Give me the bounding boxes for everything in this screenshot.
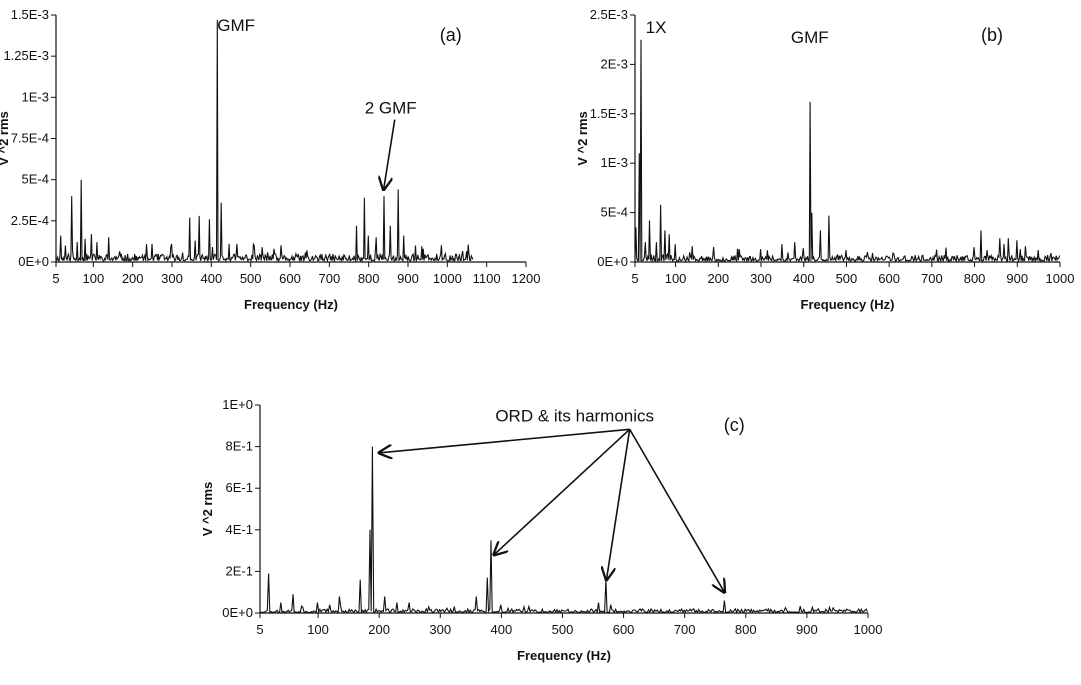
- x-tick-label: 600: [878, 271, 900, 286]
- x-tick-label: 100: [83, 271, 105, 286]
- x-tick-label: 100: [307, 622, 329, 637]
- x-tick-label: 700: [921, 271, 943, 286]
- spectrum-line-a: [55, 19, 474, 263]
- x-tick-label: 700: [318, 271, 340, 286]
- x-tick-label: 800: [964, 271, 986, 286]
- panel-label: (c): [724, 415, 745, 435]
- y-tick-label: 5E-4: [601, 205, 628, 220]
- x-tick-label: 300: [750, 271, 772, 286]
- y-tick-label: 5E-4: [22, 172, 49, 187]
- y-tick-label: 1E-3: [601, 155, 628, 170]
- x-tick-label: 400: [793, 271, 815, 286]
- panel-label: (b): [981, 25, 1003, 45]
- annotation-label: 1X: [646, 18, 667, 37]
- y-tick-label: 1.5E-3: [590, 106, 628, 121]
- panel-a: 5 100 200 300 400 500 600 700 800 900 1000 1100 1200…: [0, 7, 540, 312]
- panel-c: 5 100 200 300 400 500 600 700 800 900 1000 0E+0 2E-1…: [200, 397, 882, 663]
- annotation-arrow: [606, 429, 631, 579]
- x-tick-label: 5: [631, 271, 638, 286]
- x-tick-label: 300: [161, 271, 183, 286]
- x-tick-label: 200: [368, 622, 390, 637]
- annotation-label: 2 GMF: [365, 99, 417, 118]
- x-tick-label: 400: [201, 271, 223, 286]
- y-tick-label: 2.5E-3: [590, 7, 628, 22]
- spectrum-line-c: [259, 446, 868, 615]
- x-tick-label: 900: [397, 271, 419, 286]
- x-tick-label: 1000: [1046, 271, 1075, 286]
- spectrum-line-b: [634, 39, 1061, 264]
- y-tick-label: 0E+0: [597, 254, 628, 269]
- x-axis-label: Frequency (Hz): [244, 297, 338, 312]
- y-tick-label: 8E-1: [226, 439, 253, 454]
- x-tick-label: 100: [665, 271, 687, 286]
- annotation-arrow: [629, 428, 725, 592]
- x-tick-label: 900: [796, 622, 818, 637]
- x-tick-label: 1200: [512, 271, 541, 286]
- annotation-arrow: [494, 428, 631, 554]
- y-axis-label: V ^2 rms: [0, 111, 11, 166]
- x-axis-label: Frequency (Hz): [801, 297, 895, 312]
- x-tick-label: 1000: [854, 622, 883, 637]
- y-tick-label: 1.25E-3: [3, 48, 49, 63]
- annotation-label: GMF: [791, 28, 829, 47]
- y-tick-label: 2E-1: [226, 563, 253, 578]
- y-tick-label: 1E+0: [222, 397, 253, 412]
- x-tick-label: 500: [836, 271, 858, 286]
- y-tick-label: 6E-1: [226, 480, 253, 495]
- y-tick-label: 1.5E-3: [11, 7, 49, 22]
- y-tick-label: 1E-3: [22, 89, 49, 104]
- panel-b: 5 100 200 300 400 500 600 700 800 900 1000 0E+0 5E-4…: [575, 7, 1074, 312]
- x-tick-label: 800: [735, 622, 757, 637]
- y-tick-label: 2.5E-4: [11, 213, 49, 228]
- x-tick-label: 1000: [433, 271, 462, 286]
- x-tick-label: 200: [707, 271, 729, 286]
- x-tick-label: 800: [358, 271, 380, 286]
- x-tick-label: 5: [256, 622, 263, 637]
- x-tick-label: 500: [240, 271, 262, 286]
- y-tick-label: 4E-1: [226, 522, 253, 537]
- x-tick-label: 400: [491, 622, 513, 637]
- annotation-label: ORD & its harmonics: [495, 406, 654, 425]
- x-tick-label: 700: [674, 622, 696, 637]
- x-axis-label: Frequency (Hz): [517, 648, 611, 663]
- x-tick-label: 1100: [473, 271, 501, 286]
- annotation-arrow: [384, 119, 396, 190]
- y-tick-label: 2E-3: [601, 56, 628, 71]
- y-tick-label: 0E+0: [222, 605, 253, 620]
- y-tick-label: 0E+0: [18, 254, 49, 269]
- panel-label: (a): [440, 25, 462, 45]
- y-axis-label: V ^2 rms: [575, 111, 590, 166]
- x-tick-label: 5: [52, 271, 59, 286]
- y-tick-label: 7.5E-4: [11, 131, 49, 146]
- x-tick-label: 200: [122, 271, 144, 286]
- y-axis-label: V ^2 rms: [200, 482, 215, 537]
- annotation-label: GMF: [217, 16, 255, 35]
- x-tick-label: 600: [279, 271, 301, 286]
- x-tick-label: 500: [552, 622, 574, 637]
- x-tick-label: 600: [613, 622, 635, 637]
- x-tick-label: 900: [1006, 271, 1028, 286]
- annotation-arrow: [379, 428, 630, 453]
- x-tick-label: 300: [429, 622, 451, 637]
